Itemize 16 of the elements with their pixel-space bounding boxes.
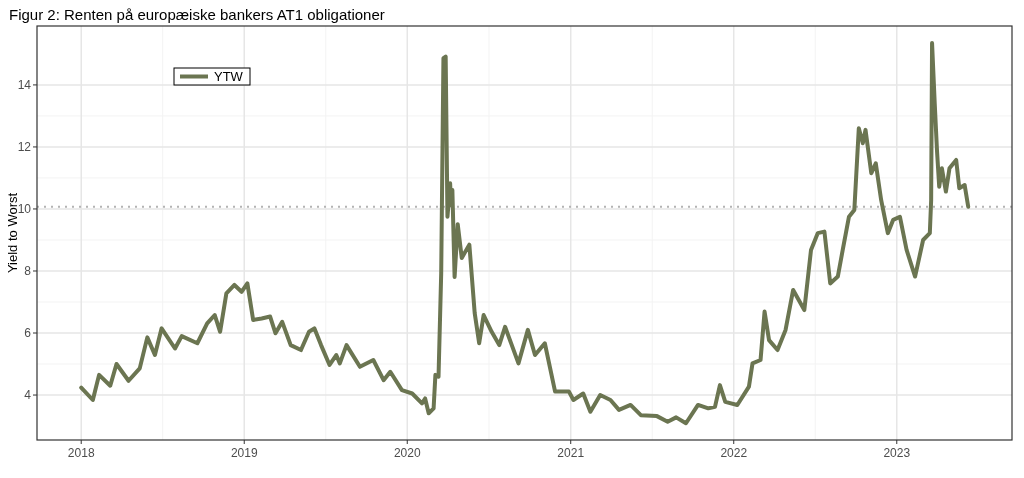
y-tick-label: 8 — [24, 263, 32, 278]
x-tick-label: 2022 — [720, 446, 748, 460]
line-series — [79, 41, 971, 426]
y-axis-title: Yield to Worst — [5, 192, 20, 274]
x-tick-label: 2020 — [393, 446, 421, 460]
y-tick-label: 12 — [17, 139, 32, 154]
y-tick-label: 10 — [17, 201, 32, 216]
x-tick-label: 2018 — [67, 446, 95, 460]
x-tick-label: 2019 — [230, 446, 258, 460]
x-tick-label: 2021 — [557, 446, 585, 460]
y-tick-label: 14 — [17, 77, 32, 92]
legend-label: YTW — [214, 69, 244, 84]
y-tick-label: 4 — [24, 388, 32, 403]
x-tick-label: 2023 — [883, 446, 911, 460]
chart-title: Figur 2: Renten på europæiske bankers AT1 obligationer — [9, 6, 385, 23]
y-tick-label: 6 — [24, 326, 32, 341]
